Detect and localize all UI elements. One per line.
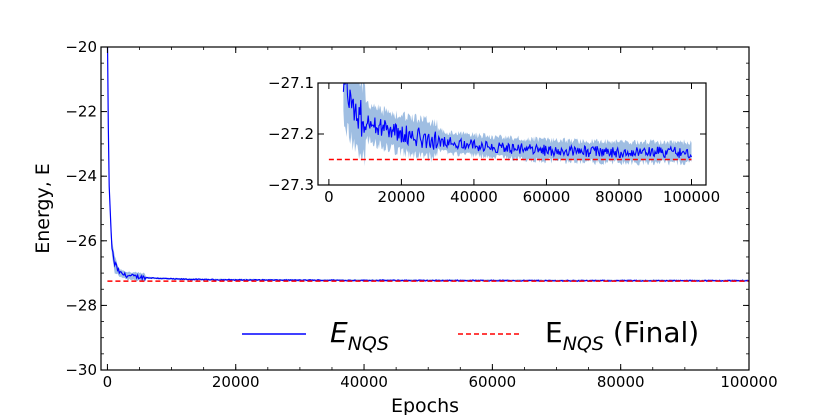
inset-nqs-line [342,83,693,159]
x-tick-label: 60000 [523,188,571,206]
x-tick-label: 40000 [450,188,498,206]
inset-series-lines [328,83,693,161]
inset-plot: 0 20000 40000 60000 80000 100000 −27.3 −27.2 −27… [268,74,720,206]
legend-label-final-main: E [545,316,563,349]
y-tick-label: −20 [65,38,97,56]
main-series-lines [106,47,749,283]
y-tick-label: −27.3 [268,176,314,194]
y-tick-label: −27.2 [268,125,314,143]
y-tick-label: −30 [65,361,97,379]
legend-label-final-suffix: (Final) [604,316,699,349]
legend: ENQS ENQS (Final) [242,316,699,355]
inset-ticks: 0 20000 40000 60000 80000 100000 −27.3 −27.2 −27… [268,74,720,206]
y-tick-label: −22 [65,103,97,121]
y-tick-label: −27.1 [268,74,314,92]
x-tick-label: 100000 [720,373,777,391]
x-tick-label: 40000 [340,373,388,391]
main-ticks: 0 20000 40000 60000 80000 100000 −30 −28 −26 −24 −… [65,38,777,391]
x-tick-label: 0 [103,373,113,391]
main-plot: 0 20000 40000 60000 80000 100000 −30 −28 −26 −24 −… [32,38,778,415]
x-tick-label: 60000 [469,373,517,391]
y-axis-label: Energy, E [32,163,54,254]
x-tick-label: 0 [324,188,334,206]
legend-label-nqs: ENQS [330,316,389,355]
x-tick-label: 20000 [378,188,426,206]
legend-label-nqs-sub: NQS [348,333,389,355]
y-tick-label: −28 [65,296,97,314]
y-tick-label: −24 [65,167,97,185]
y-tick-label: −26 [65,232,97,250]
x-tick-label: 80000 [597,373,645,391]
legend-label-final: ENQS (Final) [545,316,699,355]
x-tick-label: 20000 [212,373,260,391]
legend-label-final-sub: NQS [563,333,604,355]
x-axis-label: Epochs [391,395,459,415]
x-tick-label: 80000 [595,188,643,206]
legend-label-nqs-main: E [330,316,348,349]
x-tick-label: 100000 [663,188,720,206]
